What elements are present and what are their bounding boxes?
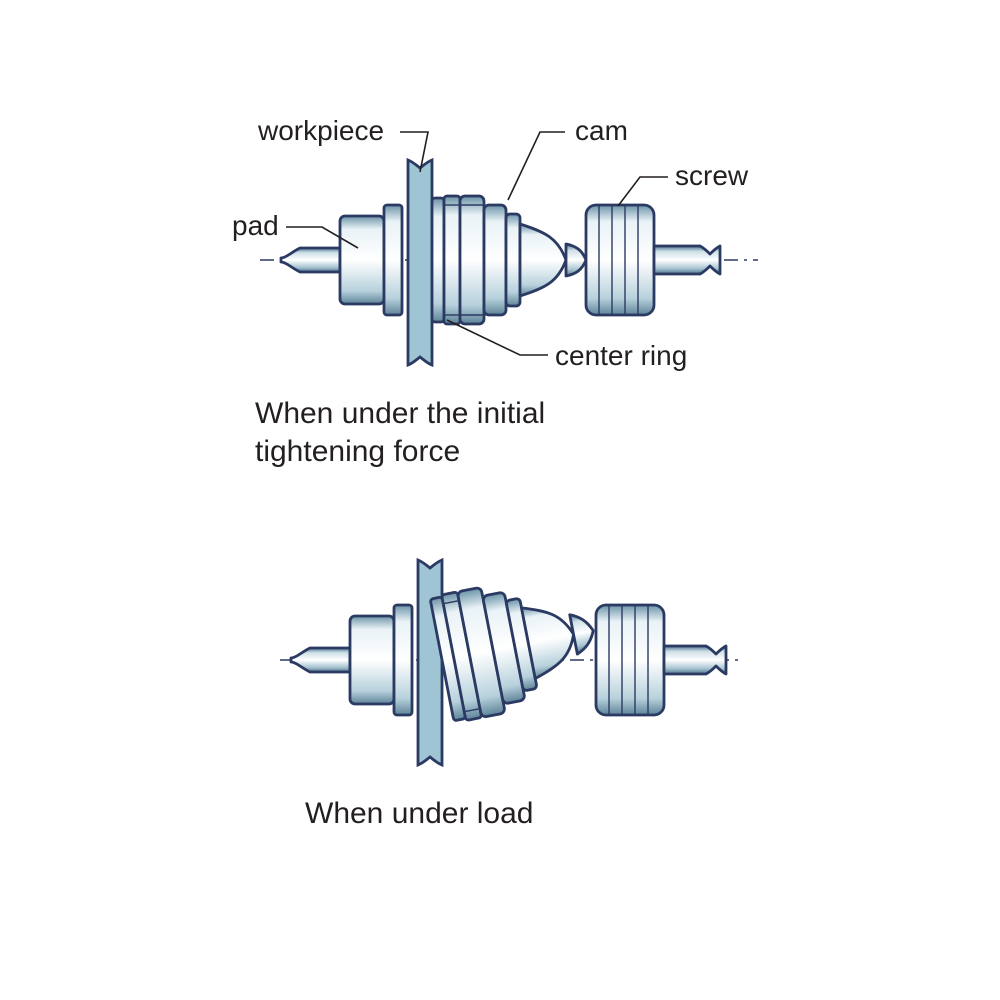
figure-initial <box>260 132 758 365</box>
diagram-svg <box>0 0 1000 1000</box>
figure-load <box>280 560 740 765</box>
